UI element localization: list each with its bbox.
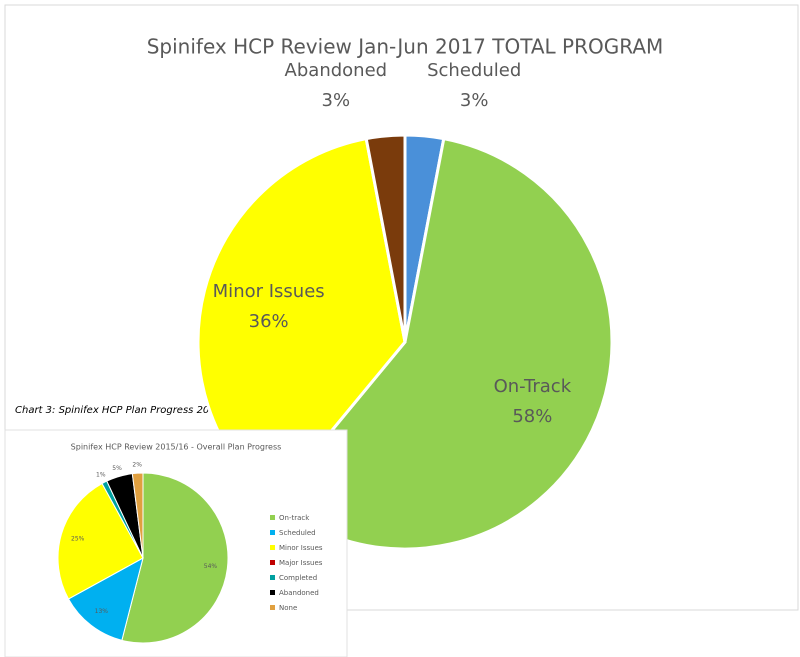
legend-swatch [270,515,275,520]
pie-slice [121,472,229,644]
legend-swatch [270,560,275,565]
legend-label: Minor Issues [279,544,323,552]
slice-value-label: 13% [95,608,109,615]
legend-swatch [270,530,275,535]
slice-category-label: On-Track [494,376,572,397]
legend-swatch [270,575,275,580]
slice-category-label: Abandoned [285,60,388,81]
slice-value-label: 54% [204,563,218,570]
pie-slice [57,482,144,600]
slice-value-label: 58% [512,406,552,427]
legend-swatch [270,605,275,610]
legend-swatch [270,590,275,595]
slice-value-label: 3% [322,90,351,111]
slice-value-label: 3% [460,90,489,111]
legend-swatch [270,545,275,550]
pie-slice [67,557,144,641]
slice-value-label: 25% [71,536,85,543]
inset-title: Spinifex HCP Review 2015/16 - Overall Pl… [71,443,282,452]
slice-value-label: 5% [112,465,122,472]
chart-title: Spinifex HCP Review Jan-Jun 2017 TOTAL P… [147,35,664,59]
pie-slice [131,472,144,559]
slice-value-label: 36% [249,311,289,332]
legend-label: Major Issues [279,559,323,567]
pie-slice [364,133,407,343]
legend-label: Scheduled [279,529,316,537]
slice-category-label: Scheduled [427,60,521,81]
pie-slice [270,136,614,551]
legend-label: Abandoned [279,589,319,597]
inset-caption: Chart 3: Spinifex HCP Plan Progress 2015… [15,405,238,416]
legend-label: On-track [279,514,310,522]
slice-category-label: Minor Issues [213,281,325,302]
slice-value-label: 1% [96,472,106,479]
legend-label: None [279,604,297,612]
slice-value-label: 2% [132,462,142,469]
legend-label: Completed [279,574,317,582]
